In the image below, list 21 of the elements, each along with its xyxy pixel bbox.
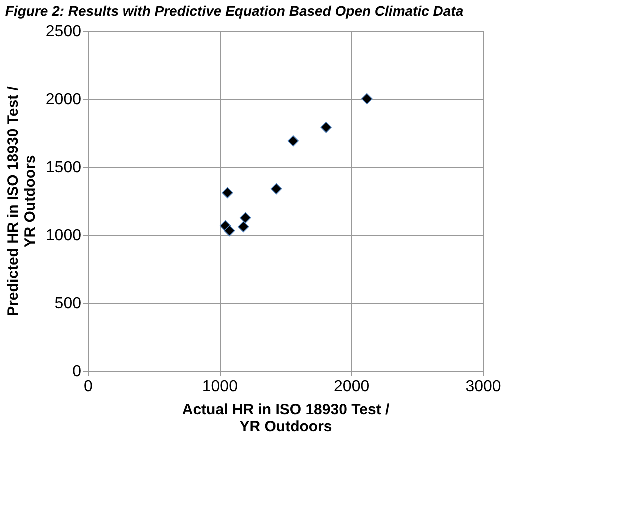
chart-title: Figure 2: Results with Predictive Equation Based Open Climatic Data: [5, 3, 464, 19]
y-tick-label: 0: [72, 364, 82, 380]
point: [222, 187, 234, 199]
point: [288, 136, 300, 147]
x-axis-title: Actual HR in ISO 18930 Test / YR Outdoors: [182, 402, 390, 436]
x-tick-label: 1000: [202, 378, 238, 396]
point: [224, 225, 236, 237]
y-tick-label: 1500: [46, 160, 82, 176]
x-tick-label: 0: [84, 378, 94, 396]
y-tick-label: 2000: [46, 92, 82, 108]
y-tick-label: 500: [54, 296, 82, 312]
point: [320, 122, 332, 134]
point: [361, 93, 373, 105]
y-axis-title: Predicted HR in ISO 18930 Test / YR Outdoors: [4, 86, 39, 316]
point: [270, 183, 282, 195]
y-tick-label: 1000: [46, 228, 82, 244]
point: [238, 221, 250, 233]
x-tick-label: 2000: [334, 378, 370, 396]
x-tick-label: 3000: [466, 378, 502, 396]
y-tick-label: 2500: [46, 24, 82, 40]
point: [240, 212, 252, 224]
